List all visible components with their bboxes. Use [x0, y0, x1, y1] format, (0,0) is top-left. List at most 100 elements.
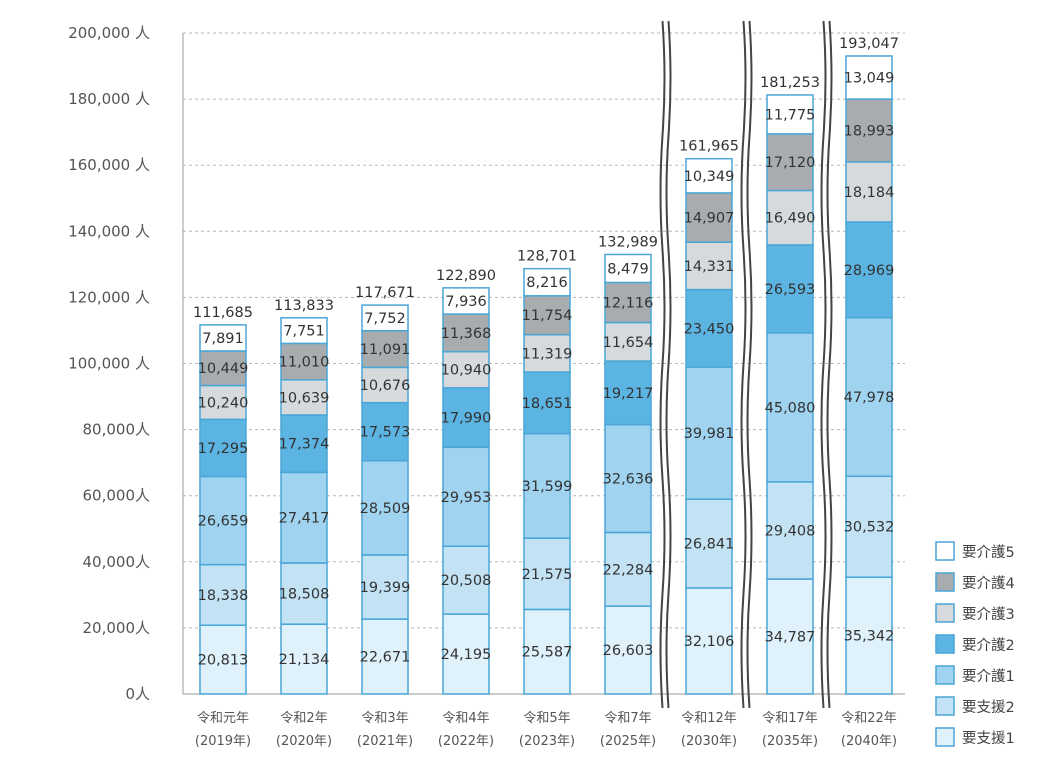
segment-value-label: 35,342	[844, 629, 895, 645]
x-tick-label: (2040年)	[841, 734, 897, 749]
legend-swatch	[935, 727, 955, 747]
segment-value-label: 45,080	[765, 400, 816, 416]
total-value-label: 193,047	[839, 36, 899, 52]
x-tick-label: 令和17年	[762, 711, 818, 726]
segment-value-label: 11,654	[603, 335, 654, 351]
segment-value-label: 11,775	[765, 107, 816, 123]
bar-segment	[280, 342, 328, 381]
segment-value-label: 30,532	[844, 520, 895, 536]
x-tick-label: (2025年)	[600, 734, 656, 749]
bar-segment	[845, 55, 893, 100]
bar-segment	[199, 324, 247, 352]
bar-segment	[199, 475, 247, 566]
x-tick-label: 令和7年	[604, 711, 651, 726]
segment-value-label: 31,599	[522, 479, 573, 495]
axis-breaks	[659, 20, 833, 709]
x-tick-label: (2019年)	[195, 734, 251, 749]
segment-value-label: 26,841	[684, 537, 735, 553]
legend-swatch	[935, 665, 955, 685]
x-tick-label: (2021年)	[357, 734, 413, 749]
bar-segment	[766, 94, 814, 135]
bar-segment	[604, 605, 652, 695]
bar-segment	[685, 288, 733, 368]
segment-value-label: 19,399	[360, 580, 411, 596]
bar-segment	[845, 316, 893, 478]
segment-value-label: 21,134	[279, 652, 330, 668]
segment-value-label: 18,651	[522, 396, 573, 412]
axis-break-line	[826, 20, 833, 709]
bar-segment	[361, 329, 409, 369]
total-value-label: 132,989	[598, 234, 658, 250]
x-tick-label: 令和元年	[197, 711, 249, 726]
segment-value-label: 24,195	[441, 647, 492, 663]
bar-segment	[523, 371, 571, 435]
segment-value-label: 47,978	[844, 390, 895, 406]
segment-value-label: 29,953	[441, 490, 492, 506]
bar-segment	[685, 192, 733, 243]
bar-segment	[845, 98, 893, 163]
segment-value-label: 22,671	[360, 650, 411, 666]
bar-segment	[442, 446, 490, 548]
bar-segment	[604, 360, 652, 426]
bar-segment	[361, 618, 409, 695]
axis-break-line	[820, 20, 827, 709]
segment-value-label: 10,676	[360, 378, 411, 394]
segment-value-label: 10,449	[198, 361, 249, 377]
bars	[199, 55, 893, 695]
bar-segment	[845, 161, 893, 223]
segment-value-label: 17,120	[765, 155, 816, 171]
segment-value-label: 10,240	[198, 395, 249, 411]
segment-value-label: 16,490	[765, 211, 816, 227]
segment-value-label: 10,940	[441, 363, 492, 379]
bar-segment	[604, 321, 652, 362]
bar-segment	[442, 287, 490, 315]
total-value-label: 113,833	[274, 298, 334, 314]
segment-value-label: 27,417	[279, 511, 330, 527]
segment-value-label: 39,981	[684, 426, 735, 442]
segment-value-label: 11,754	[522, 308, 573, 324]
bar-segment	[280, 562, 328, 625]
segment-value-label: 8,216	[526, 275, 568, 291]
segment-value-label: 29,408	[765, 523, 816, 539]
bar-segment	[442, 613, 490, 695]
total-value-label: 111,685	[193, 305, 253, 321]
y-tick-label: 160,000 人	[68, 156, 150, 174]
segment-value-label: 18,508	[279, 587, 330, 603]
legend-swatch	[935, 603, 955, 623]
segment-value-label: 20,508	[441, 573, 492, 589]
segment-value-label: 7,752	[364, 311, 406, 327]
y-tick-label: 180,000 人	[68, 90, 150, 108]
x-tick-label: (2022年)	[438, 734, 494, 749]
segment-value-label: 14,907	[684, 211, 735, 227]
y-tick-label: 20,000人	[83, 619, 151, 637]
segment-value-label: 17,990	[441, 411, 492, 427]
segment-value-label: 18,993	[844, 123, 895, 139]
bar-segment	[604, 531, 652, 607]
bar-segment	[766, 578, 814, 695]
legend-label: 要介護3	[962, 606, 1015, 623]
y-tick-label: 0人	[125, 685, 150, 703]
segment-value-label: 20,813	[198, 653, 249, 669]
x-tick-label: (2023年)	[519, 734, 575, 749]
y-tick-label: 200,000 人	[68, 24, 150, 42]
bar-segment	[442, 313, 490, 353]
x-tick-label: 令和3年	[361, 711, 408, 726]
bar-segment	[845, 221, 893, 319]
legend-label: 要支援2	[962, 699, 1015, 716]
total-value-label: 117,671	[355, 285, 415, 301]
x-tick-label: 令和4年	[442, 711, 489, 726]
total-value-label: 161,965	[679, 139, 739, 155]
segment-value-label: 26,659	[198, 514, 249, 530]
bar-segment	[766, 332, 814, 483]
legend-swatch	[935, 572, 955, 592]
segment-value-label: 11,368	[441, 326, 492, 342]
axis-break-line	[665, 20, 672, 709]
bar-segment	[766, 189, 814, 246]
bar-segment	[523, 608, 571, 695]
segment-value-label: 17,573	[360, 425, 411, 441]
bar-segment	[442, 545, 490, 615]
segment-value-label: 8,479	[607, 261, 649, 277]
x-tick-label: (2020年)	[276, 734, 332, 749]
bar-segment	[766, 133, 814, 192]
